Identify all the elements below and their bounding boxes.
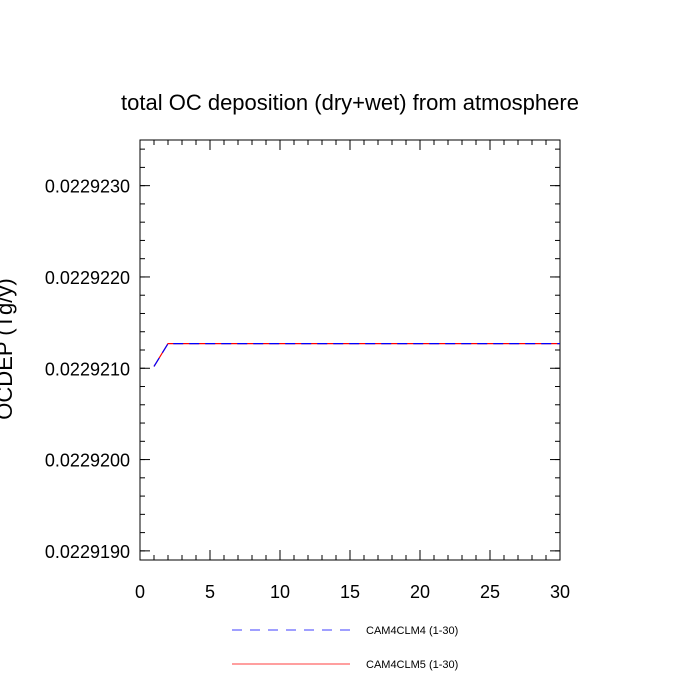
y-tick-label: 0.0229190 [45, 542, 130, 562]
x-tick-label: 5 [205, 582, 215, 602]
series-line-cam4clm5 [153, 343, 560, 367]
y-tick-label: 0.0229230 [45, 177, 130, 197]
x-tick-label: 30 [550, 582, 570, 602]
y-tick-label: 0.0229220 [45, 268, 130, 288]
x-tick-label: 25 [480, 582, 500, 602]
y-tick-label: 0.0229200 [45, 451, 130, 471]
legend-label: CAM4CLM5 (1-30) [366, 659, 458, 671]
x-tick-label: 0 [135, 582, 145, 602]
legend-label: CAM4CLM4 (1-30) [366, 625, 458, 637]
x-tick-label: 10 [270, 582, 290, 602]
chart-title: total OC deposition (dry+wet) from atmos… [121, 90, 579, 115]
x-tick-label: 15 [340, 582, 360, 602]
series-line-cam4clm4 [153, 343, 560, 367]
x-tick-label: 20 [410, 582, 430, 602]
legend: CAM4CLM4 (1-30) CAM4CLM5 (1-30) [232, 625, 458, 671]
plot-frame [139, 139, 561, 561]
y-tick-label: 0.0229210 [45, 359, 130, 379]
y-axis-label: OCDEP (Tg/y) [0, 278, 17, 419]
plot-area: 0 5 10 15 20 25 30 0.0229190 0.0229200 0.0229210 0… [45, 139, 570, 602]
